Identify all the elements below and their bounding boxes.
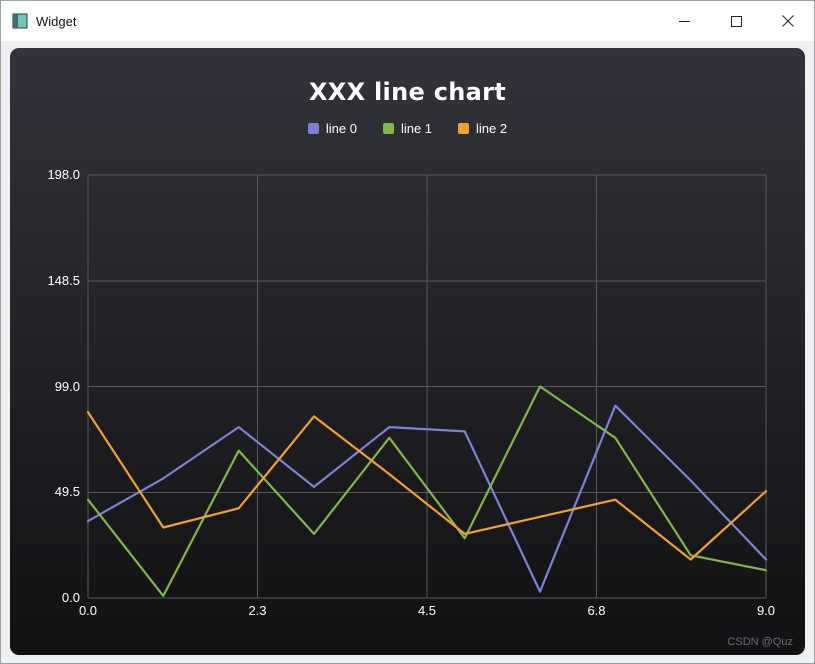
window-title: Widget	[36, 13, 77, 29]
legend: line 0 line 1 line 2	[10, 121, 805, 136]
legend-item-line-0[interactable]: line 0	[307, 121, 357, 136]
minimize-button[interactable]	[658, 1, 710, 41]
legend-marker-icon	[382, 123, 394, 134]
legend-item-line-1[interactable]: line 1	[382, 121, 433, 136]
window-client-area: XXX line chart line 0 line 1 line 2 0.0 49.…	[1, 41, 814, 663]
x-axis-tick-label: 0.0	[78, 603, 98, 618]
app-icon	[12, 13, 28, 29]
legend-label: line 0	[325, 121, 357, 136]
legend-label: line 1	[400, 121, 433, 136]
close-button[interactable]	[762, 1, 814, 41]
maximize-button[interactable]	[710, 1, 762, 41]
y-axis-tick-label: 198.0	[47, 167, 80, 182]
plot-canvas	[86, 174, 768, 599]
titlebar[interactable]: Widget	[1, 1, 814, 41]
legend-marker-icon	[307, 123, 319, 134]
legend-marker-icon	[458, 123, 470, 134]
plot-area: 0.0 49.5 99.0 148.5 198.0 0.0 2.3 4.5 6.8 9.0	[47, 167, 775, 618]
y-axis-tick-label: 99.0	[54, 378, 80, 394]
x-axis-tick-label: 6.8	[587, 603, 606, 618]
x-axis-tick-label: 2.3	[248, 603, 267, 618]
y-axis-tick-label: 148.5	[47, 272, 80, 288]
minimize-icon	[678, 20, 690, 22]
maximize-icon	[730, 15, 742, 27]
line-chart: XXX line chart line 0 line 1 line 2 0.0 49.…	[10, 48, 805, 655]
watermark: CSDN @Quz	[727, 636, 793, 648]
chart-title: XXX line chart	[308, 78, 507, 106]
x-axis-tick-label: 9.0	[756, 603, 776, 618]
legend-label: line 2	[476, 121, 508, 136]
close-icon	[782, 15, 794, 27]
legend-item-line-2[interactable]: line 2	[458, 121, 507, 136]
y-axis-tick-label: 49.5	[54, 484, 80, 500]
x-axis-tick-label: 4.5	[417, 603, 437, 618]
y-axis-tick-label: 0.0	[61, 590, 80, 605]
